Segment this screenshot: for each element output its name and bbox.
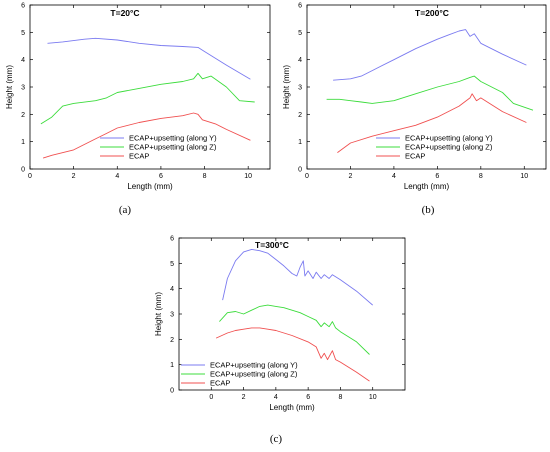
y-tick-label: 2 (21, 112, 25, 119)
legend-entry: ECAP+upsetting (along Y) (210, 361, 298, 370)
y-tick-label: 1 (170, 362, 174, 369)
y-tick-label: 2 (298, 112, 302, 119)
x-tick-label: 0 (209, 394, 213, 401)
series-line-2 (326, 75, 534, 111)
x-tick-label: 0 (305, 173, 309, 180)
x-tick-label: 6 (159, 173, 163, 180)
panel-label: (a) (119, 204, 132, 216)
legend-entry: ECAP+upsetting (along Y) (129, 134, 217, 143)
y-tick-label: 6 (170, 236, 174, 243)
x-axis-label: Length (mm) (404, 182, 450, 191)
y-tick-label: 5 (21, 30, 25, 37)
y-tick-label: 4 (170, 286, 174, 293)
y-tick-label: 2 (170, 337, 174, 344)
series-line-2 (219, 304, 370, 355)
x-tick-label: 8 (203, 173, 207, 180)
y-tick-label: 4 (298, 57, 302, 64)
series-line-2 (40, 72, 255, 125)
chart-title: T=20°C (110, 8, 139, 18)
y-tick-label: 0 (170, 388, 174, 395)
series-line-1 (333, 29, 527, 81)
x-tick-label: 4 (392, 173, 396, 180)
y-tick-label: 5 (298, 30, 302, 37)
panel-label: (b) (422, 204, 435, 216)
series-line-3 (215, 327, 370, 382)
x-tick-label: 10 (520, 173, 528, 180)
chart-panel-b: 0 2 4 6 8 10 0 1 2 3 4 5 6 Length (mm) Height (mm) T=20… (282, 3, 547, 216)
series-line-1 (47, 37, 251, 80)
y-tick-label: 1 (298, 139, 302, 146)
x-axis-label: Length (mm) (127, 182, 173, 191)
y-tick-label: 6 (21, 3, 25, 10)
x-tick-label: 8 (479, 173, 483, 180)
x-tick-label: 6 (435, 173, 439, 180)
chart-title: T=200°C (415, 8, 449, 18)
y-tick-label: 1 (21, 139, 25, 146)
y-tick-label: 3 (21, 85, 25, 92)
chart-title: T=300°C (255, 240, 289, 250)
y-tick-label: 4 (21, 57, 25, 64)
legend-entry: ECAP (210, 379, 230, 388)
panel-label: (c) (270, 433, 283, 445)
x-tick-label: 8 (338, 394, 342, 401)
x-tick-label: 4 (115, 173, 119, 180)
y-tick-label: 6 (298, 3, 302, 10)
legend-entry: ECAP+upsetting (along Z) (405, 143, 493, 152)
x-tick-label: 2 (242, 394, 246, 401)
x-tick-label: 4 (274, 394, 278, 401)
chart-panel-a: 0 2 4 6 8 10 0 1 2 3 4 5 6 Length (mm) Height (mm) T=20… (5, 3, 271, 216)
y-tick-label: 3 (298, 85, 302, 92)
y-axis-label: Height (mm) (282, 65, 291, 109)
x-tick-label: 6 (306, 394, 310, 401)
x-tick-label: 2 (349, 173, 353, 180)
legend-entry: ECAP (129, 152, 149, 161)
x-tick-label: 2 (72, 173, 76, 180)
y-tick-label: 0 (298, 167, 302, 174)
legend-entry: ECAP (405, 152, 425, 161)
chart-panel-c: 0 2 4 6 8 10 0 1 2 3 4 5 6 Length (mm) Height (mm) T=30… (154, 236, 406, 445)
y-tick-label: 5 (170, 261, 174, 268)
x-tick-label: 10 (244, 173, 252, 180)
legend-entry: ECAP+upsetting (along Z) (129, 143, 217, 152)
legend-entry: ECAP+upsetting (along Z) (210, 370, 298, 379)
y-tick-label: 3 (170, 312, 174, 319)
series-line-1 (222, 248, 373, 306)
series-line-3 (337, 93, 527, 153)
y-tick-label: 0 (21, 167, 25, 174)
x-tick-label: 0 (28, 173, 32, 180)
legend-entry: ECAP+upsetting (along Y) (405, 134, 493, 143)
series-line-3 (42, 112, 251, 159)
x-axis-label: Length (mm) (269, 403, 315, 412)
y-axis-label: Height (mm) (154, 292, 163, 336)
y-axis-label: Height (mm) (5, 65, 14, 109)
x-tick-label: 10 (369, 394, 377, 401)
